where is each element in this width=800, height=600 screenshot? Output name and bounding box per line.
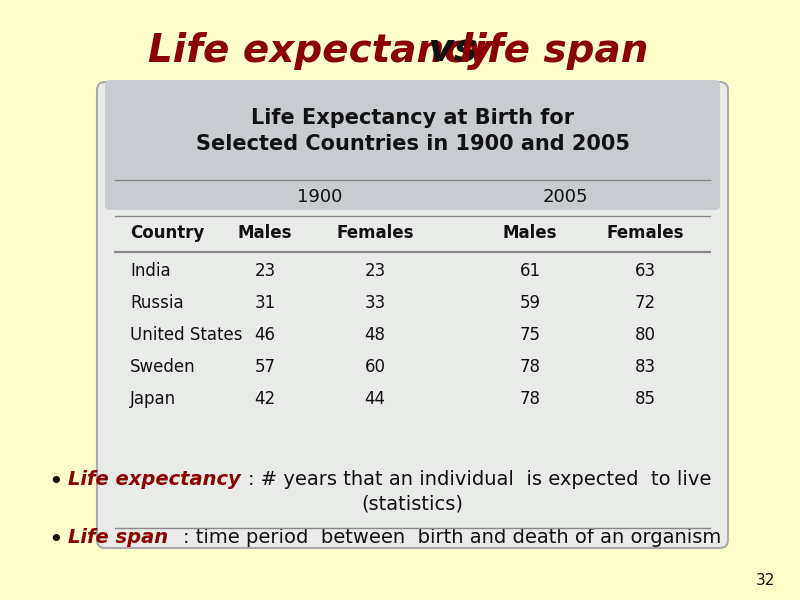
Text: 72: 72 [634, 294, 655, 312]
Text: 75: 75 [519, 326, 541, 344]
Text: 44: 44 [365, 390, 386, 408]
Text: Russia: Russia [130, 294, 184, 312]
Text: Country: Country [130, 224, 204, 242]
Text: 63: 63 [634, 262, 655, 280]
Text: : time period  between  birth and death of an organism: : time period between birth and death of… [183, 528, 722, 547]
Text: (statistics): (statistics) [362, 494, 463, 513]
Text: 48: 48 [365, 326, 386, 344]
Text: 80: 80 [634, 326, 655, 344]
Text: 78: 78 [519, 358, 541, 376]
Text: 33: 33 [364, 294, 386, 312]
Text: 1900: 1900 [298, 188, 342, 206]
Text: 60: 60 [365, 358, 386, 376]
Text: Selected Countries in 1900 and 2005: Selected Countries in 1900 and 2005 [195, 134, 630, 154]
Text: 83: 83 [634, 358, 655, 376]
FancyBboxPatch shape [97, 82, 728, 548]
Text: Males: Males [238, 224, 292, 242]
Text: India: India [130, 262, 170, 280]
Text: 23: 23 [254, 262, 276, 280]
Text: 61: 61 [519, 262, 541, 280]
Text: 2005: 2005 [542, 188, 588, 206]
Text: Males: Males [502, 224, 558, 242]
Text: Females: Females [606, 224, 684, 242]
Text: Life Expectancy at Birth for: Life Expectancy at Birth for [251, 108, 574, 128]
Text: Life expectancy: Life expectancy [68, 470, 241, 489]
Text: 57: 57 [254, 358, 275, 376]
Text: 46: 46 [254, 326, 275, 344]
Text: Females: Females [336, 224, 414, 242]
Text: United States: United States [130, 326, 242, 344]
Text: 31: 31 [254, 294, 276, 312]
FancyBboxPatch shape [105, 80, 720, 210]
Text: 42: 42 [254, 390, 275, 408]
Text: 59: 59 [519, 294, 541, 312]
Text: 85: 85 [634, 390, 655, 408]
Text: •: • [48, 470, 62, 494]
Text: vs: vs [415, 32, 490, 70]
Text: Life expectancy: Life expectancy [148, 32, 493, 70]
Text: Japan: Japan [130, 390, 176, 408]
Text: 23: 23 [364, 262, 386, 280]
Text: life span: life span [460, 32, 648, 70]
Text: •: • [48, 528, 62, 552]
Text: : # years that an individual  is expected  to live: : # years that an individual is expected… [248, 470, 711, 489]
Text: Sweden: Sweden [130, 358, 196, 376]
Text: 32: 32 [756, 573, 775, 588]
Text: 78: 78 [519, 390, 541, 408]
Text: Life span: Life span [68, 528, 168, 547]
